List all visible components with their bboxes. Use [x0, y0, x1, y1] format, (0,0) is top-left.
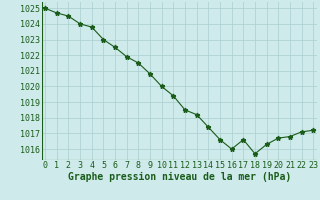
X-axis label: Graphe pression niveau de la mer (hPa): Graphe pression niveau de la mer (hPa) — [68, 172, 291, 182]
